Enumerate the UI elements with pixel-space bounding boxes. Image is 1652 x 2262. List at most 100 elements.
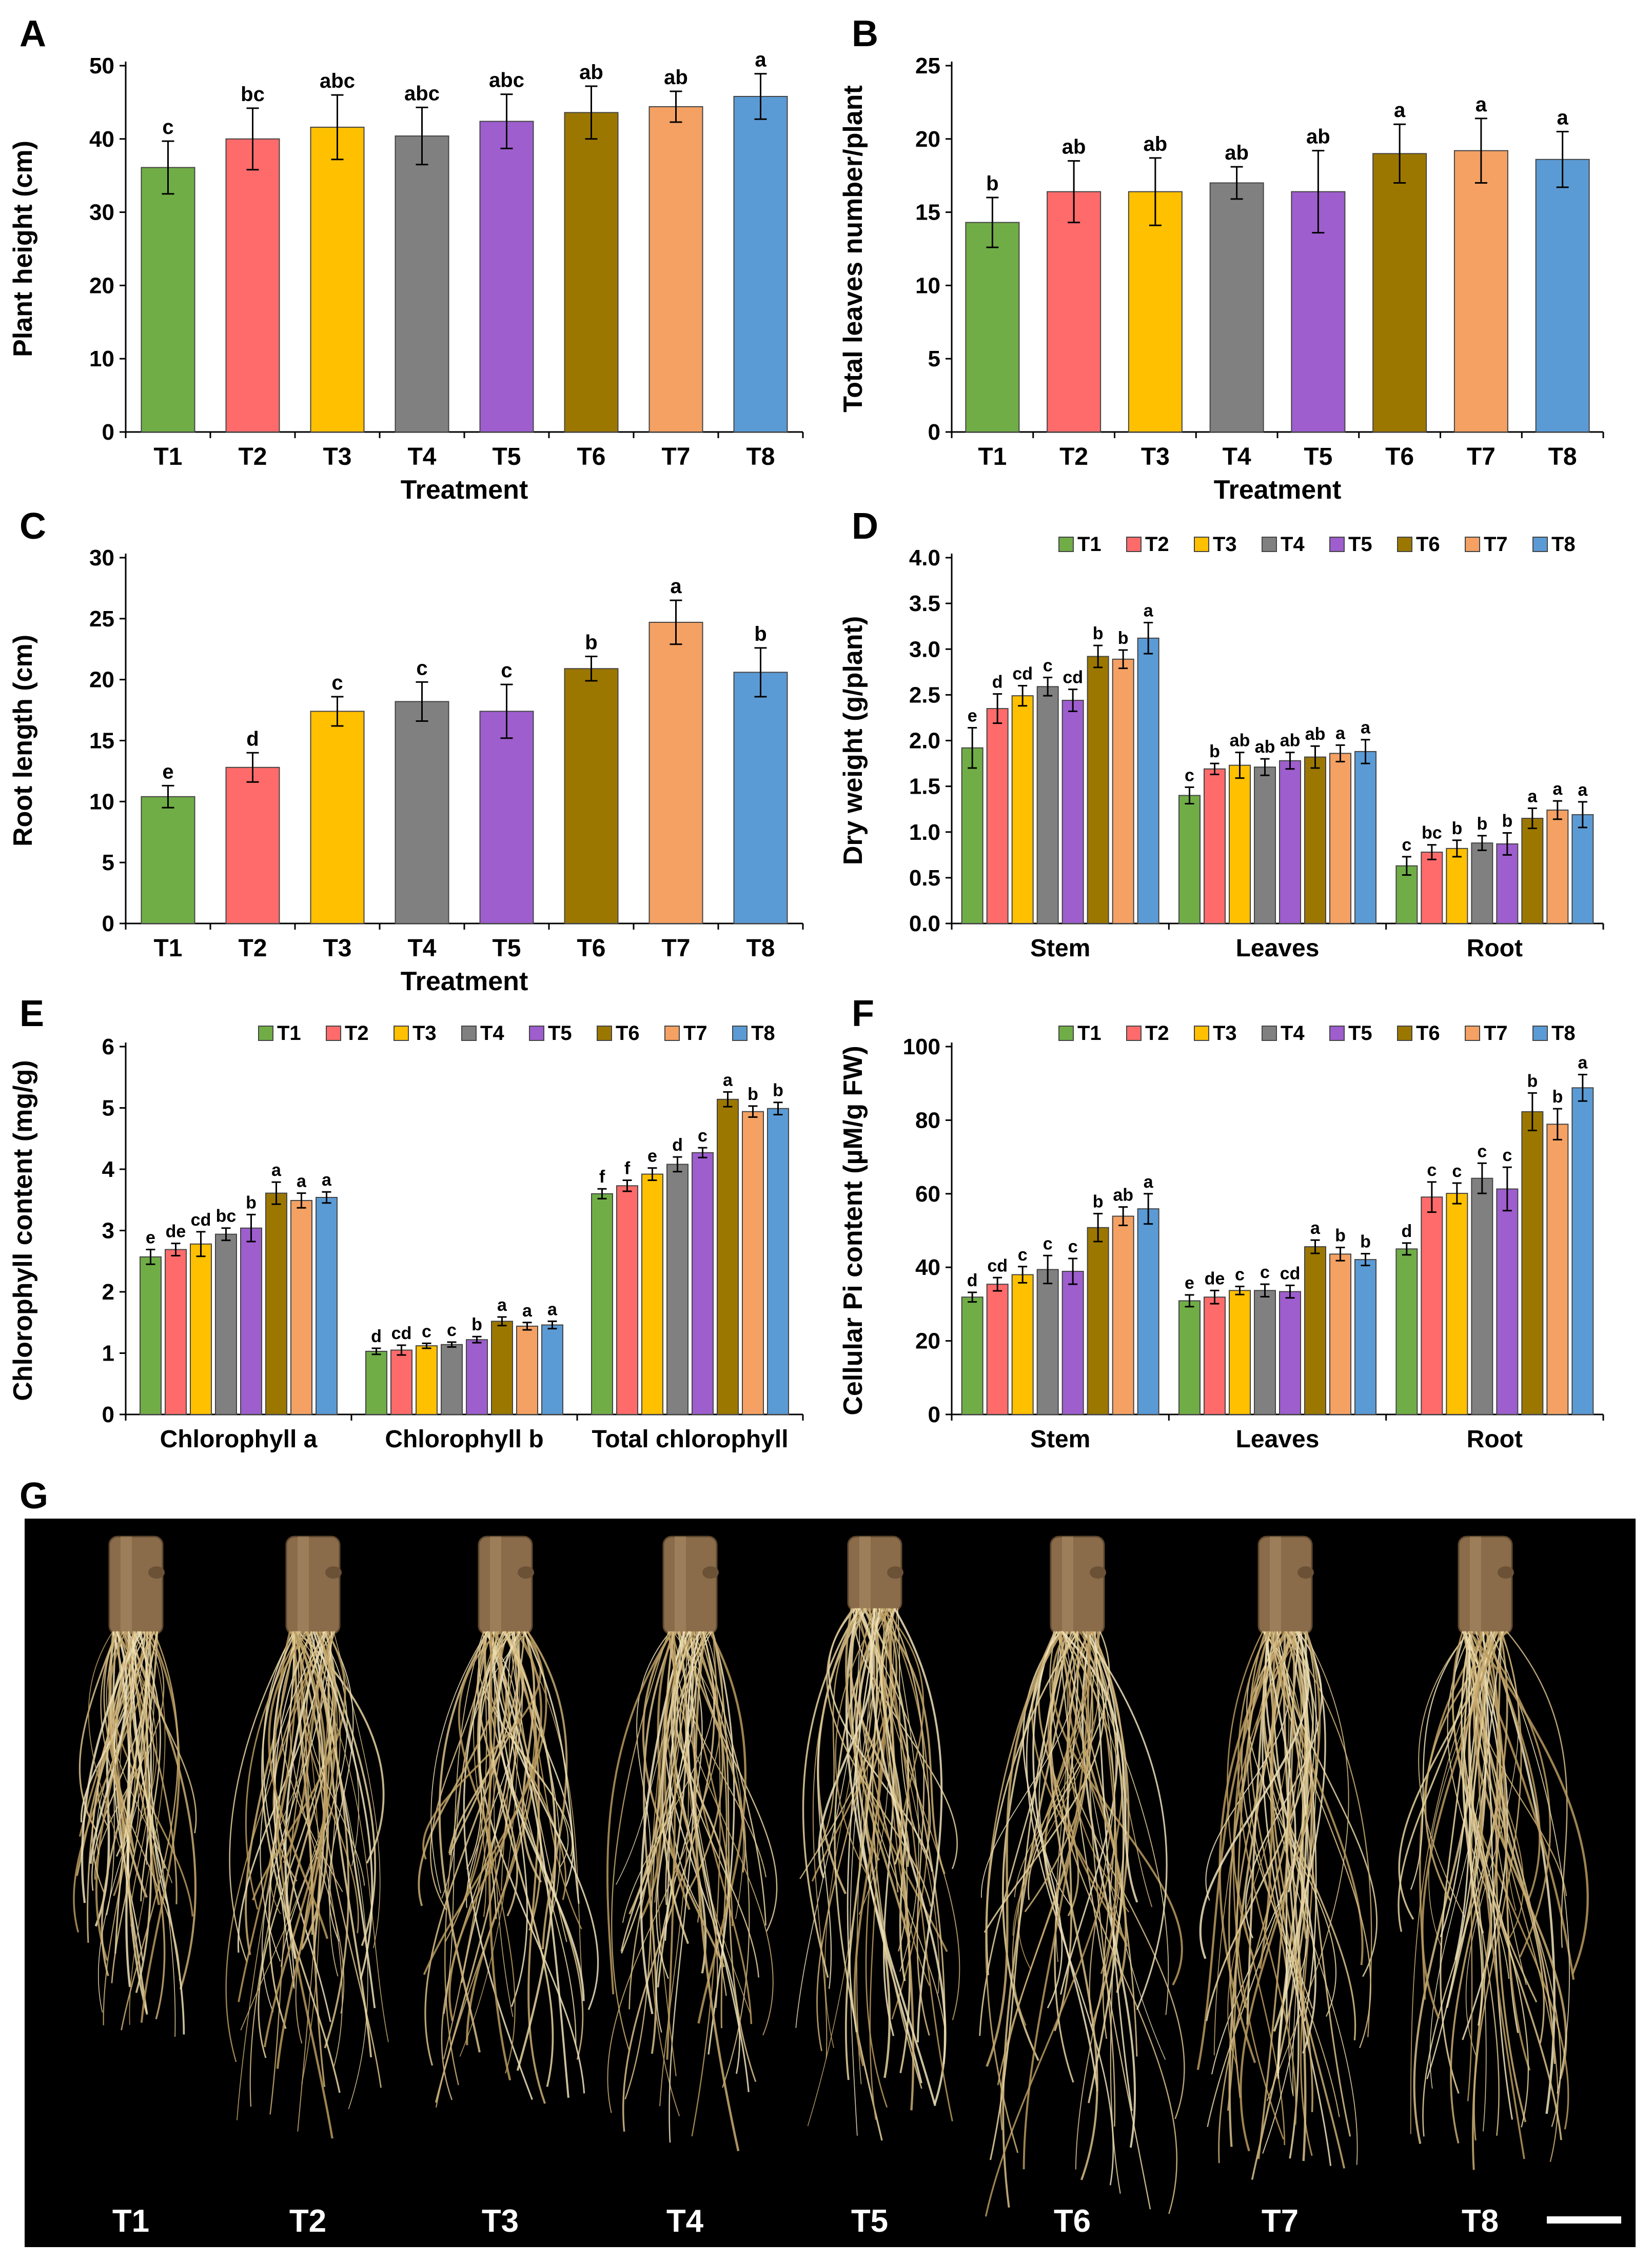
significance-letter: b bbox=[1093, 1192, 1104, 1212]
legend-swatch-t4 bbox=[1262, 537, 1277, 552]
root-strand bbox=[101, 1631, 152, 1976]
root-strand bbox=[293, 1631, 389, 2042]
significance-letter: c bbox=[416, 657, 427, 679]
legend-label-t2: T2 bbox=[1145, 533, 1169, 556]
significance-letter: a bbox=[755, 49, 766, 71]
x-tick-label: T7 bbox=[661, 935, 690, 962]
root-strand bbox=[429, 1631, 486, 1911]
root-strand bbox=[606, 1630, 673, 1995]
root-system-t1: T1 bbox=[73, 1536, 197, 2239]
root-strand bbox=[1085, 1631, 1117, 2014]
legend-swatch-t6 bbox=[1397, 537, 1412, 552]
significance-letter: ab bbox=[1255, 737, 1275, 757]
root-strand bbox=[853, 1608, 886, 2067]
y-tick-label: 2.0 bbox=[909, 729, 940, 754]
root-strand bbox=[872, 1608, 922, 2089]
root-strand bbox=[1059, 1631, 1127, 1993]
root-strand bbox=[1266, 1631, 1349, 2101]
root-strand bbox=[273, 1631, 333, 2139]
bar-chlorophyll-b-t6 bbox=[491, 1321, 513, 1415]
significance-letter: a bbox=[723, 1070, 733, 1090]
root-strand bbox=[893, 1608, 943, 2042]
bar-chlorophyll-a-t8 bbox=[316, 1196, 338, 1415]
root-strand bbox=[802, 1608, 860, 1978]
significance-letter: f bbox=[599, 1167, 605, 1187]
significance-letter: de bbox=[1205, 1269, 1225, 1288]
x-tick-label: T6 bbox=[577, 443, 605, 470]
significance-letter: a bbox=[1335, 723, 1346, 743]
photo-label-t4: T4 bbox=[666, 2204, 704, 2239]
root-strand bbox=[1398, 1631, 1471, 1932]
bar-chlorophyll-b-t1 bbox=[365, 1350, 387, 1415]
significance-letter: d bbox=[1401, 1222, 1412, 1241]
legend-swatch-t8 bbox=[732, 1026, 748, 1041]
significance-letter: a bbox=[1144, 1172, 1154, 1192]
panel-letter-f: F bbox=[852, 993, 874, 1034]
root-strand bbox=[521, 1631, 542, 1883]
significance-letter: cd bbox=[987, 1256, 1008, 1275]
significance-letter: c bbox=[1260, 1263, 1270, 1282]
significance-letter: a bbox=[1578, 780, 1588, 800]
root-strand bbox=[132, 1631, 197, 1834]
root-strand bbox=[273, 1631, 312, 1987]
bar-root-t8 bbox=[1571, 1087, 1594, 1415]
root-strand bbox=[666, 1631, 700, 1923]
significance-letter: c bbox=[1427, 1160, 1437, 1180]
legend-swatch-t5 bbox=[529, 1026, 544, 1041]
root-strand bbox=[1426, 1631, 1503, 2079]
root-strand bbox=[444, 1631, 487, 1942]
root-strand bbox=[88, 1631, 132, 1926]
root-strand bbox=[1205, 1631, 1314, 2021]
x-tick-label: Leaves bbox=[1236, 935, 1320, 962]
bar-root-t6 bbox=[1521, 1111, 1544, 1415]
root-strand bbox=[1283, 1631, 1307, 2161]
root-strand bbox=[272, 1631, 331, 2022]
bar-leaves-t8 bbox=[1354, 751, 1376, 924]
root-strand bbox=[654, 1631, 687, 1903]
root-strand bbox=[424, 1631, 525, 2066]
root-strand bbox=[702, 1631, 766, 1926]
legend-label-t1: T1 bbox=[1077, 1022, 1102, 1045]
significance-letter: e bbox=[146, 1228, 155, 1248]
root-strand bbox=[984, 1631, 1105, 1933]
stem-highlight bbox=[298, 1537, 309, 1634]
significance-letter: ab bbox=[1305, 724, 1326, 744]
root-strand bbox=[289, 1631, 345, 2014]
bar-t7 bbox=[648, 621, 703, 925]
bar-root-t4 bbox=[1471, 842, 1493, 925]
bar-total-chlorophyll-t7 bbox=[742, 1111, 764, 1415]
root-strand bbox=[117, 1631, 166, 2020]
significance-letter: c bbox=[1452, 1162, 1462, 1181]
legend-swatch-t3 bbox=[1194, 537, 1209, 552]
root-strand bbox=[870, 1608, 947, 2104]
significance-letter: a bbox=[547, 1300, 558, 1319]
significance-letter: b bbox=[1360, 1232, 1371, 1252]
legend-swatch-t2 bbox=[326, 1026, 341, 1041]
y-tick-label: 60 bbox=[915, 1182, 940, 1207]
legend-label-t5: T5 bbox=[1348, 1022, 1372, 1045]
legend-swatch-t2 bbox=[1126, 1026, 1142, 1041]
significance-letter: a bbox=[322, 1170, 332, 1190]
y-tick-label: 0.5 bbox=[909, 866, 940, 891]
root-strand bbox=[1272, 1631, 1371, 2049]
root-strand bbox=[985, 1631, 1056, 2153]
panel-letter-d: D bbox=[852, 506, 878, 547]
legend-label-t5: T5 bbox=[548, 1022, 572, 1045]
root-strand bbox=[1232, 1631, 1284, 2140]
y-tick-label: 0 bbox=[102, 911, 114, 936]
stem-node bbox=[148, 1566, 165, 1579]
root-strand bbox=[260, 1631, 326, 1962]
x-tick-label: T7 bbox=[661, 443, 690, 470]
significance-letter: c bbox=[331, 672, 343, 694]
root-strand bbox=[707, 1631, 735, 2055]
significance-letter: b bbox=[585, 632, 597, 654]
bar-t4 bbox=[395, 701, 449, 924]
bar-t8 bbox=[1535, 159, 1590, 432]
root-strand bbox=[1268, 1631, 1304, 2097]
significance-letter: c bbox=[501, 659, 512, 682]
significance-letter: c bbox=[1402, 835, 1411, 855]
root-strand bbox=[297, 1631, 329, 2132]
stem-highlight bbox=[675, 1537, 686, 1634]
root-strand bbox=[666, 1631, 677, 2060]
